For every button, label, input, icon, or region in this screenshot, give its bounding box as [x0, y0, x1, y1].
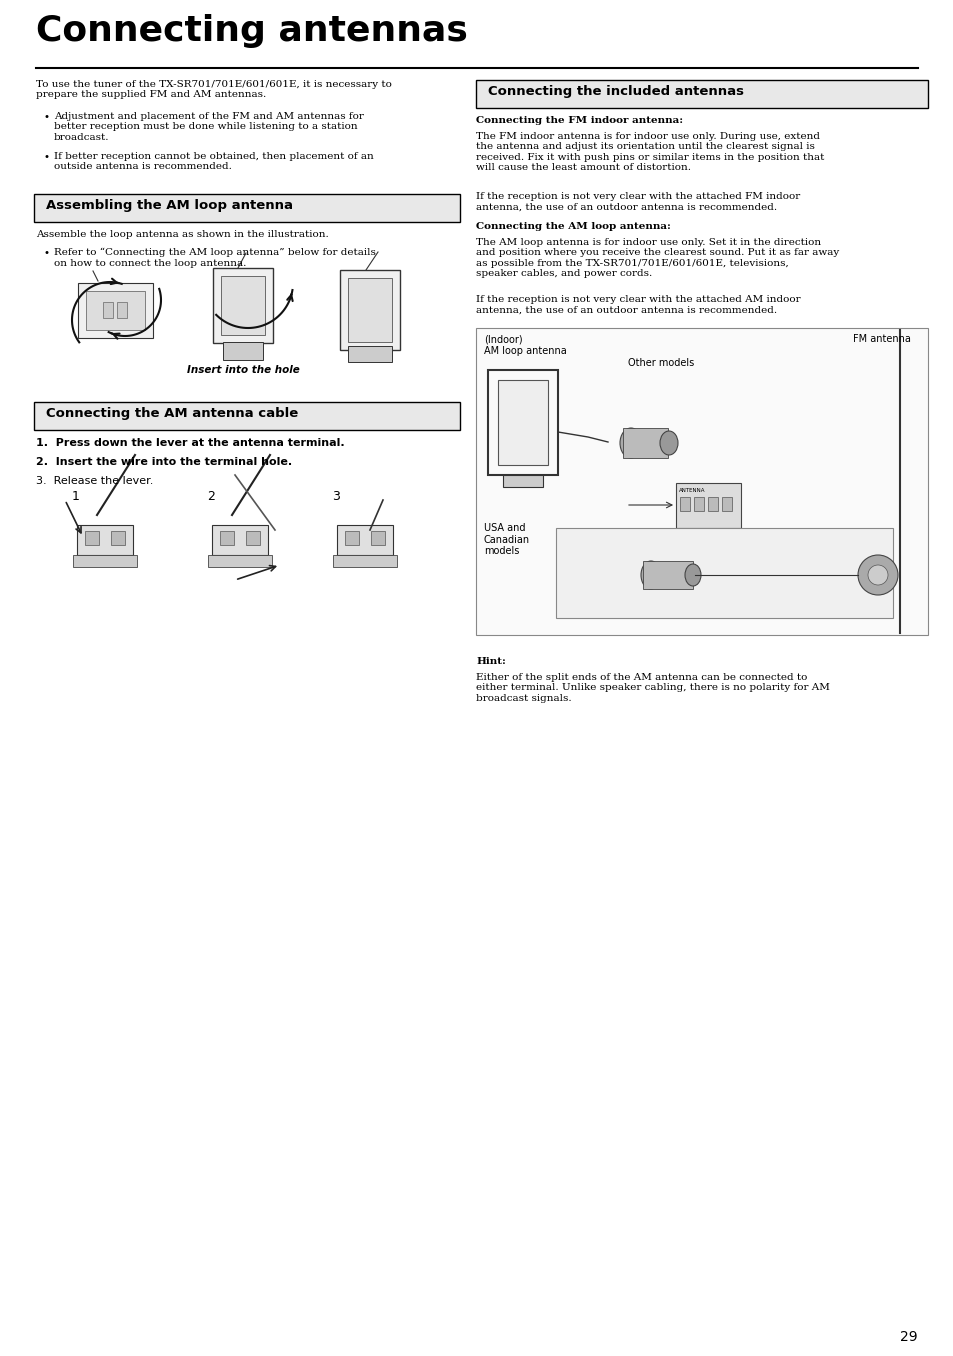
Ellipse shape — [640, 561, 660, 589]
Text: •: • — [44, 248, 50, 258]
Ellipse shape — [619, 428, 641, 458]
Text: 2: 2 — [207, 490, 214, 503]
Bar — [78, 283, 152, 338]
Bar — [117, 302, 127, 319]
Ellipse shape — [659, 431, 678, 456]
Bar — [221, 277, 265, 335]
Bar — [721, 498, 731, 511]
Bar — [86, 292, 145, 330]
Text: Either of the split ends of the AM antenna can be connected to
either terminal. : Either of the split ends of the AM anten… — [476, 673, 829, 702]
Text: Connecting the FM indoor antenna:: Connecting the FM indoor antenna: — [476, 117, 682, 125]
Bar — [212, 525, 268, 555]
Text: Insert into the hole: Insert into the hole — [187, 365, 299, 376]
Text: To use the tuner of the TX-SR701/701E/601/601E, it is necessary to
prepare the s: To use the tuner of the TX-SR701/701E/60… — [36, 80, 392, 99]
Bar — [371, 532, 385, 545]
Bar — [336, 525, 393, 555]
Bar — [676, 483, 740, 527]
Text: If the reception is not very clear with the attached AM indoor
antenna, the use : If the reception is not very clear with … — [476, 296, 800, 315]
Bar — [345, 532, 358, 545]
Bar — [642, 561, 692, 589]
Bar — [208, 555, 272, 567]
Text: (Indoor)
AM loop antenna: (Indoor) AM loop antenna — [483, 334, 566, 355]
Bar — [339, 270, 399, 350]
Bar — [502, 475, 542, 487]
Text: 3.  Release the lever.: 3. Release the lever. — [36, 476, 153, 485]
Bar — [476, 80, 927, 108]
Bar — [246, 532, 260, 545]
Text: 3: 3 — [332, 490, 339, 503]
Circle shape — [867, 565, 887, 584]
Text: The FM indoor antenna is for indoor use only. During use, extend
the antenna and: The FM indoor antenna is for indoor use … — [476, 132, 823, 172]
Text: If better reception cannot be obtained, then placement of an
outside antenna is : If better reception cannot be obtained, … — [54, 152, 374, 171]
Text: 1.  Press down the lever at the antenna terminal.: 1. Press down the lever at the antenna t… — [36, 438, 344, 447]
Bar — [348, 278, 392, 342]
Text: ANTENNA: ANTENNA — [679, 488, 705, 494]
Text: Connecting the included antennas: Connecting the included antennas — [488, 85, 743, 98]
Bar — [34, 401, 459, 430]
Bar — [679, 498, 689, 511]
Text: Connecting the AM antenna cable: Connecting the AM antenna cable — [46, 407, 298, 420]
Text: Assemble the loop antenna as shown in the illustration.: Assemble the loop antenna as shown in th… — [36, 231, 329, 239]
Circle shape — [857, 555, 897, 595]
Text: Adjustment and placement of the FM and AM antennas for
better reception must be : Adjustment and placement of the FM and A… — [54, 113, 363, 142]
Bar — [622, 428, 667, 458]
Text: If the reception is not very clear with the attached FM indoor
antenna, the use : If the reception is not very clear with … — [476, 193, 800, 212]
Text: The AM loop antenna is for indoor use only. Set it in the direction
and position: The AM loop antenna is for indoor use on… — [476, 239, 839, 278]
Text: Connecting antennas: Connecting antennas — [36, 14, 467, 47]
Bar — [556, 527, 892, 618]
Bar — [85, 532, 99, 545]
Text: •: • — [44, 152, 50, 161]
Bar — [333, 555, 396, 567]
Bar — [34, 194, 459, 222]
Bar — [111, 532, 125, 545]
Text: Refer to “Connecting the AM loop antenna” below for details
on how to connect th: Refer to “Connecting the AM loop antenna… — [54, 248, 375, 267]
Text: •: • — [44, 113, 50, 122]
Text: 29: 29 — [900, 1330, 917, 1344]
Bar — [103, 302, 112, 319]
Text: Assembling the AM loop antenna: Assembling the AM loop antenna — [46, 199, 293, 212]
Bar — [348, 346, 392, 362]
Bar — [213, 268, 273, 343]
Bar — [77, 525, 132, 555]
Bar — [497, 380, 547, 465]
Bar — [707, 498, 718, 511]
Text: USA and
Canadian
models: USA and Canadian models — [483, 523, 530, 556]
Text: Other models: Other models — [627, 358, 694, 367]
Text: Connecting the AM loop antenna:: Connecting the AM loop antenna: — [476, 222, 670, 231]
Bar — [220, 532, 233, 545]
Bar — [223, 342, 263, 359]
Text: 1: 1 — [71, 490, 80, 503]
Text: Hint:: Hint: — [476, 658, 505, 666]
Text: 2.  Insert the wire into the terminal hole.: 2. Insert the wire into the terminal hol… — [36, 457, 292, 466]
Ellipse shape — [684, 564, 700, 586]
Text: FM antenna: FM antenna — [852, 334, 910, 344]
Bar — [476, 328, 927, 635]
Bar — [73, 555, 137, 567]
Bar — [488, 370, 558, 475]
Bar — [693, 498, 703, 511]
